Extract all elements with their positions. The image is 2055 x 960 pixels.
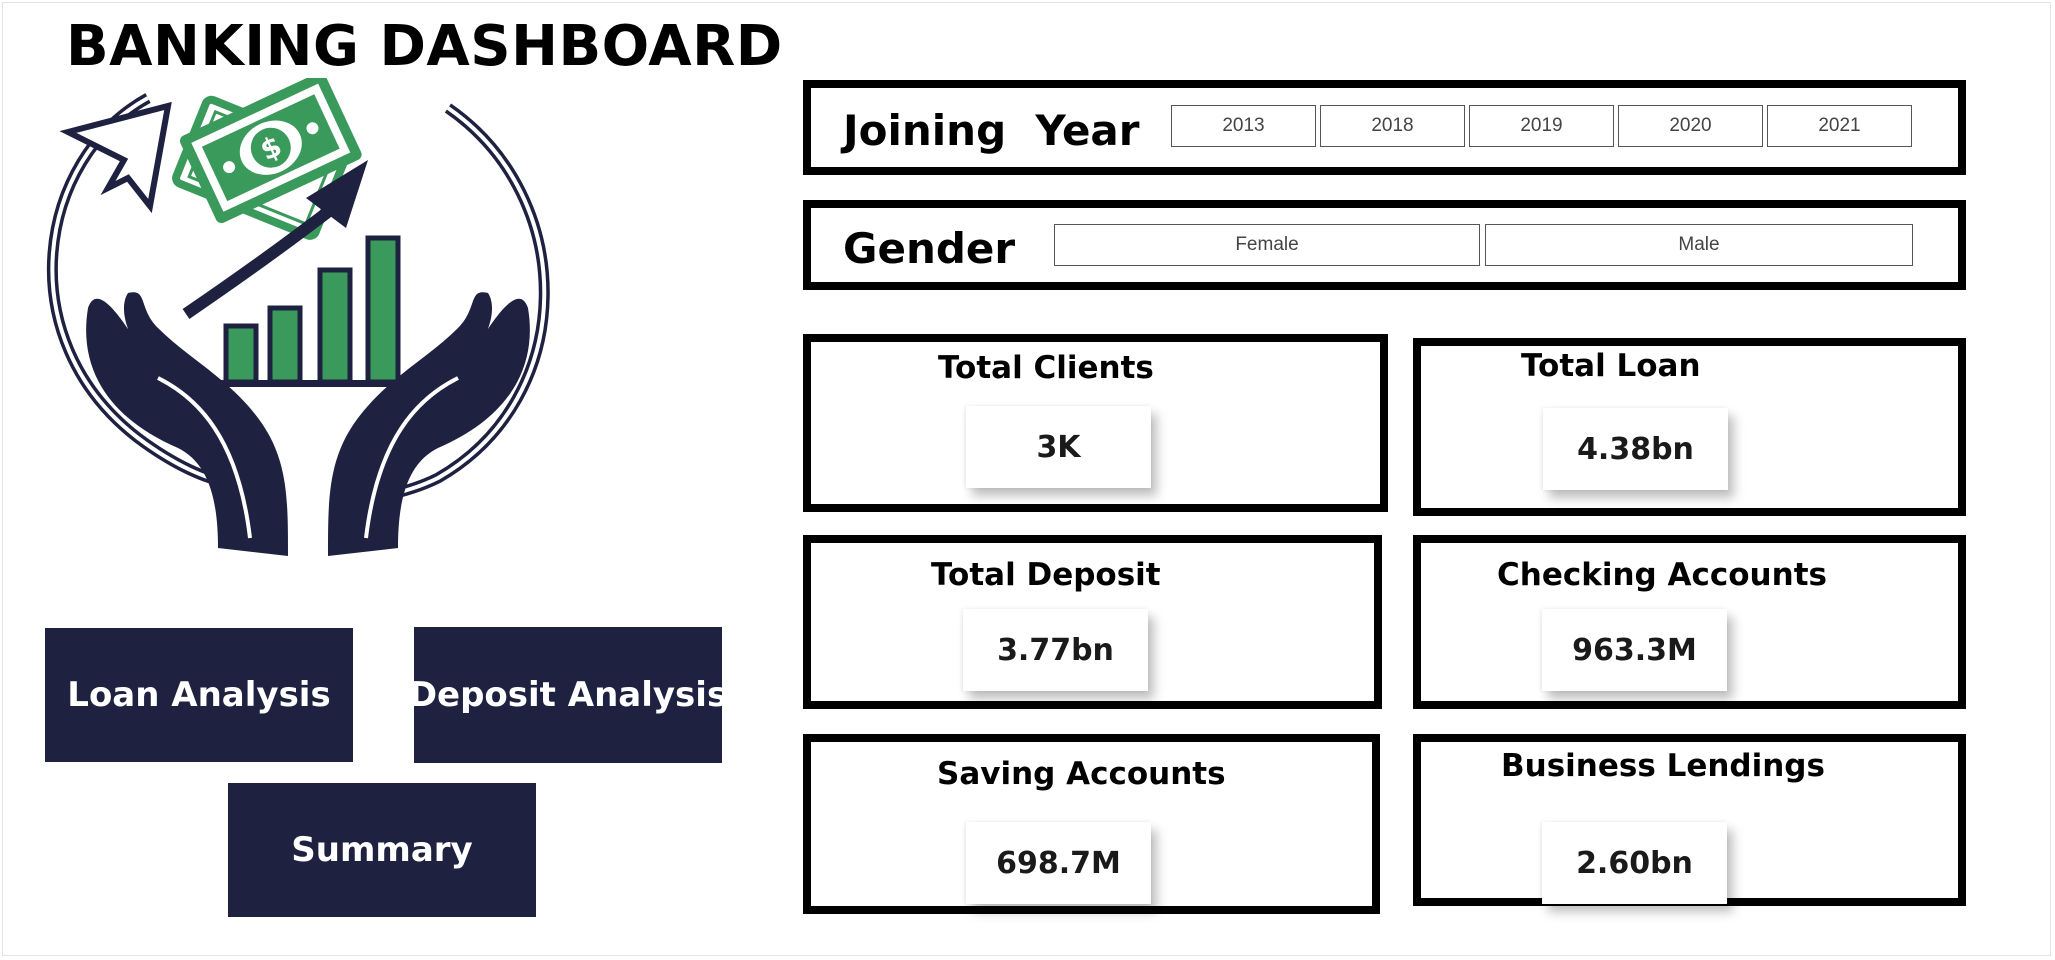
kpi-value: 3K: [966, 406, 1151, 488]
kpi-value: 4.38bn: [1543, 408, 1728, 490]
kpi-label: Total Deposit: [931, 557, 1161, 593]
kpi-business-lendings: Business Lendings 2.60bn: [1413, 734, 1966, 906]
kpi-value: 2.60bn: [1542, 822, 1727, 904]
gender-label: Gender: [843, 224, 1016, 273]
gender-filter: Gender Female Male: [803, 200, 1966, 290]
deposit-analysis-button[interactable]: Deposit Analysis: [409, 627, 727, 763]
kpi-saving-accounts: Saving Accounts 698.7M: [803, 734, 1380, 914]
gender-option-female[interactable]: Female: [1054, 224, 1480, 266]
kpi-value: 3.77bn: [963, 609, 1148, 691]
year-option-2013[interactable]: 2013: [1171, 105, 1316, 147]
kpi-total-clients: Total Clients 3K: [803, 334, 1388, 512]
loan-analysis-button[interactable]: Loan Analysis: [45, 628, 353, 762]
year-option-2021[interactable]: 2021: [1767, 105, 1912, 147]
kpi-label: Checking Accounts: [1497, 557, 1827, 593]
kpi-label: Total Clients: [938, 350, 1154, 386]
joining-year-filter: Joining Year 2013 2018 2019 2020 2021: [803, 80, 1966, 175]
summary-button[interactable]: Summary: [228, 783, 536, 917]
kpi-label: Total Loan: [1521, 348, 1701, 384]
kpi-value: 698.7M: [966, 822, 1151, 904]
year-option-2020[interactable]: 2020: [1618, 105, 1763, 147]
year-option-2018[interactable]: 2018: [1320, 105, 1465, 147]
kpi-total-loan: Total Loan 4.38bn: [1413, 338, 1966, 516]
kpi-value: 963.3M: [1542, 609, 1727, 691]
kpi-total-deposit: Total Deposit 3.77bn: [803, 535, 1382, 709]
gender-option-male[interactable]: Male: [1485, 224, 1913, 266]
page-title: BANKING DASHBOARD: [66, 14, 783, 79]
year-option-2019[interactable]: 2019: [1469, 105, 1614, 147]
joining-year-label: Joining Year: [843, 106, 1140, 155]
money-growth-hands-icon: $: [46, 78, 550, 556]
kpi-label: Saving Accounts: [937, 756, 1226, 792]
kpi-checking-accounts: Checking Accounts 963.3M: [1413, 535, 1966, 709]
kpi-label: Business Lendings: [1501, 748, 1825, 784]
